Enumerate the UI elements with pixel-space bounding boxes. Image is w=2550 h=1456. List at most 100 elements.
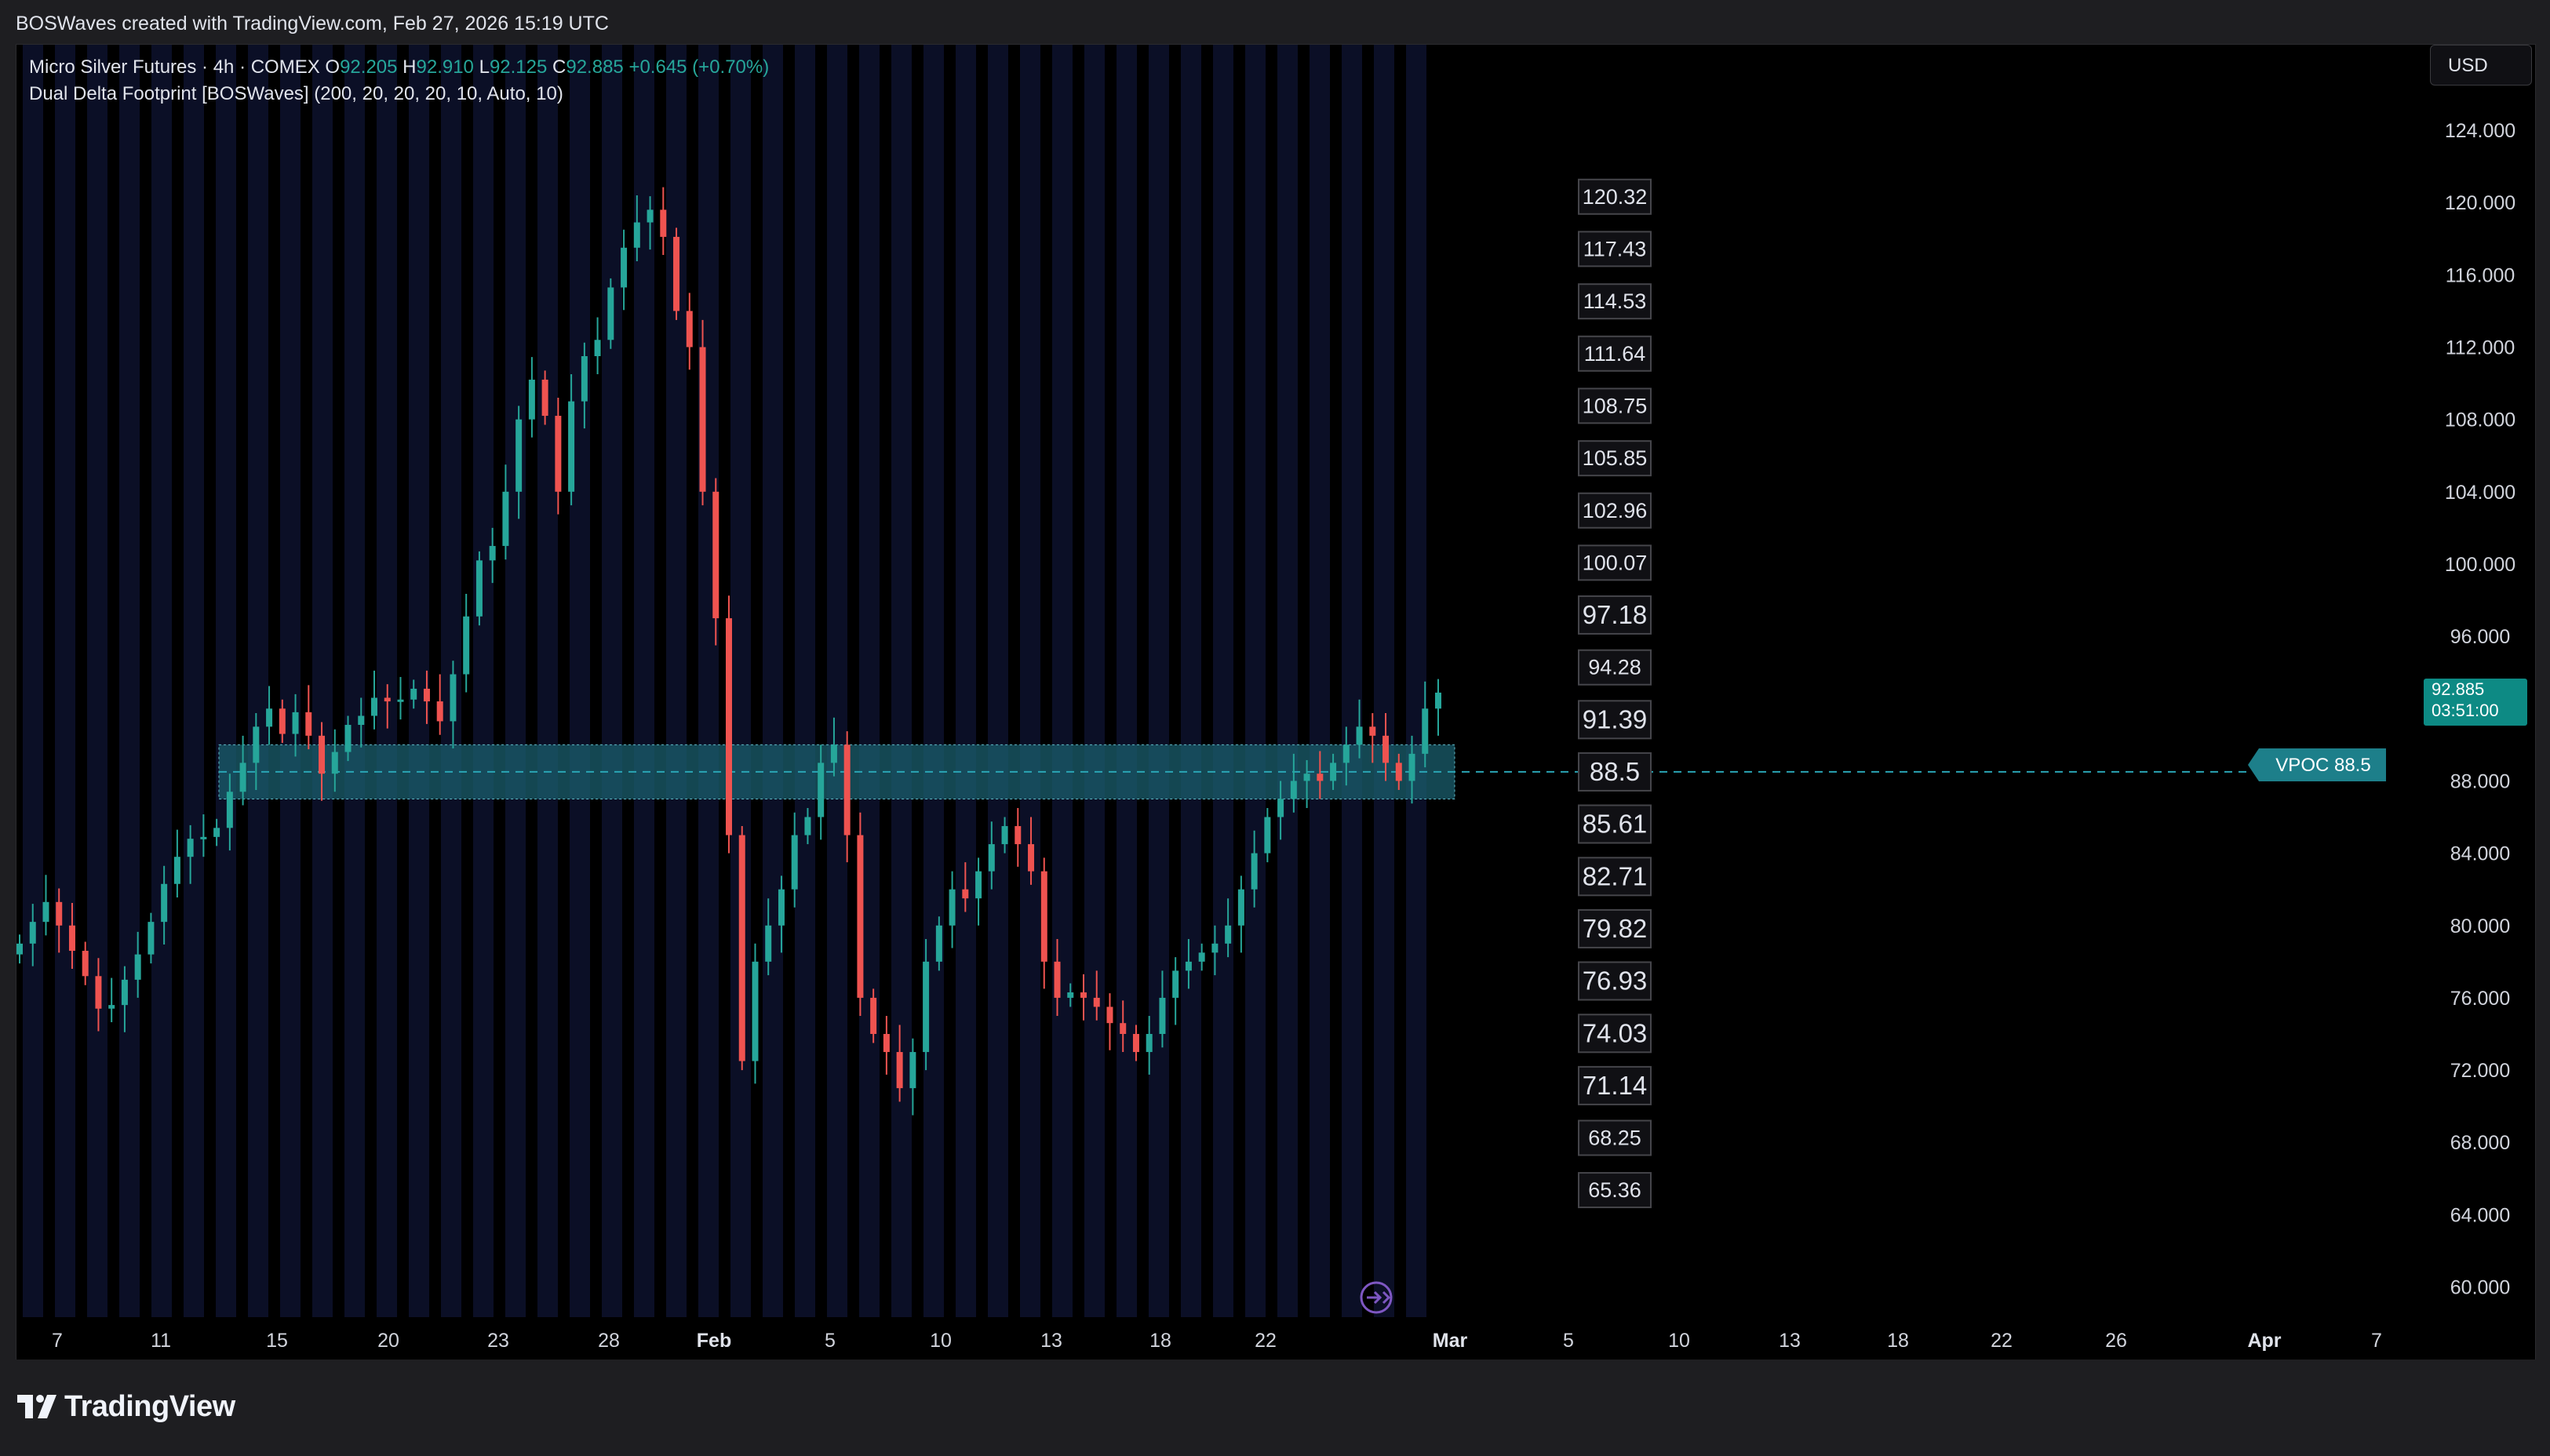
- candle-body: [1146, 1034, 1153, 1053]
- session-stripe: [570, 45, 590, 1317]
- candle-body: [1067, 992, 1074, 998]
- session-stripe: [1149, 45, 1169, 1317]
- volume-level-label: 82.71: [1583, 861, 1648, 890]
- candle-body: [1303, 774, 1310, 781]
- session-stripe: [216, 45, 236, 1317]
- candle-body: [1185, 961, 1192, 971]
- candle-body: [1054, 961, 1061, 998]
- volume-level-box: [1578, 595, 1652, 635]
- volume-level-label: 108.75: [1583, 394, 1648, 417]
- candle-body: [1120, 1023, 1127, 1034]
- y-axis-tick-label: 60.000: [2450, 1277, 2510, 1299]
- y-axis-tick-label: 64.000: [2450, 1204, 2510, 1226]
- session-stripe: [1052, 45, 1073, 1317]
- x-axis-tick-label: Mar: [1433, 1330, 1468, 1352]
- x-axis-tick-label: 11: [151, 1330, 171, 1352]
- session-stripe: [1020, 45, 1040, 1317]
- y-axis-tick-label: 84.000: [2450, 843, 2510, 865]
- session-stripe: [1310, 45, 1330, 1317]
- session-stripe: [280, 45, 301, 1317]
- candle-body: [344, 725, 352, 752]
- session-stripe: [248, 45, 268, 1317]
- candle-body: [371, 697, 377, 716]
- candle-body: [239, 763, 246, 792]
- candle-body: [843, 744, 851, 835]
- session-stripe: [1245, 45, 1266, 1317]
- session-stripe: [344, 45, 365, 1317]
- session-stripe: [409, 45, 429, 1317]
- low-label: L: [479, 56, 490, 78]
- session-stripe: [1084, 45, 1105, 1317]
- candle-body: [16, 943, 23, 955]
- y-axis-tick-label: 88.000: [2450, 770, 2510, 792]
- candle-body: [1040, 871, 1047, 962]
- volume-level-label: 71.14: [1583, 1071, 1648, 1100]
- high-value: 92.910: [416, 56, 474, 78]
- session-stripe: [119, 45, 140, 1317]
- brand-name: TradingView: [64, 1389, 235, 1423]
- last-price-tag: 92.885 03:51:00: [2424, 679, 2527, 726]
- volume-level-label: 117.43: [1583, 237, 1647, 260]
- x-axis-tick-label: 5: [1563, 1330, 1574, 1352]
- volume-level-box: [1578, 700, 1652, 740]
- indicator-line[interactable]: Dual Delta Footprint [BOSWaves] (200, 20…: [29, 83, 563, 104]
- candle-body: [161, 883, 168, 923]
- candle-body: [988, 844, 995, 872]
- session-stripe: [602, 45, 622, 1317]
- candle-body: [818, 763, 825, 817]
- candle-body: [253, 726, 260, 763]
- high-label: H: [403, 56, 417, 78]
- candle-body: [1330, 763, 1337, 781]
- candle-body: [621, 247, 628, 288]
- candle-body: [266, 708, 273, 727]
- candle-body: [923, 961, 930, 1053]
- session-stripe: [23, 45, 43, 1317]
- y-axis-tick-label: 96.000: [2450, 626, 2510, 648]
- candle-body: [475, 560, 483, 617]
- chart-frame[interactable]: 120.32 117.43 114.53 111.64 108.75 105.85 102.…: [16, 44, 2536, 1360]
- attribution-text: BOSWaves created with TradingView.com, F…: [16, 13, 609, 35]
- candle-body: [962, 889, 969, 899]
- candle-body: [463, 616, 470, 675]
- session-stripe: [87, 45, 107, 1317]
- x-axis-tick-label: 18: [1149, 1330, 1171, 1352]
- footer-bar: TradingView: [0, 1360, 2550, 1456]
- session-stripe: [151, 45, 172, 1317]
- volume-level-box: [1578, 1172, 1652, 1209]
- y-axis-tick-label: 108.000: [2445, 410, 2515, 431]
- volume-level-label: 88.5: [1590, 757, 1640, 786]
- tradingview-logo[interactable]: TradingView: [17, 1389, 235, 1423]
- candle-body: [410, 688, 417, 700]
- x-axis-tick-label: 20: [377, 1330, 399, 1352]
- candle-body: [200, 836, 207, 839]
- candle-body: [778, 889, 785, 926]
- candle-body: [568, 401, 575, 492]
- candle-body: [1422, 708, 1429, 754]
- volume-level-label: 79.82: [1583, 914, 1648, 943]
- price-chart[interactable]: 120.32 117.43 114.53 111.64 108.75 105.85 102.…: [16, 45, 2535, 1360]
- candle-body: [68, 925, 75, 952]
- candle-body: [909, 1052, 916, 1089]
- attribution-bar: BOSWaves created with TradingView.com, F…: [0, 0, 2550, 44]
- replay-icon[interactable]: [1360, 1281, 1393, 1314]
- candle-body: [712, 491, 719, 619]
- x-axis-tick-label: 7: [2371, 1330, 2382, 1352]
- session-stripe: [1117, 45, 1137, 1317]
- candle-body: [305, 712, 312, 736]
- candle-body: [489, 545, 496, 561]
- x-axis-tick-label: Feb: [697, 1330, 731, 1352]
- candle-body: [1080, 992, 1087, 998]
- session-stripe: [1181, 45, 1201, 1317]
- candle-body: [397, 699, 404, 702]
- candle-body: [1237, 889, 1244, 926]
- currency-button[interactable]: USD: [2430, 45, 2532, 86]
- candle-body: [883, 1034, 890, 1053]
- candle-body: [1290, 781, 1297, 799]
- candle-body: [830, 744, 837, 763]
- session-stripe: [730, 45, 751, 1317]
- candle-body: [647, 209, 654, 223]
- candle-body: [1172, 970, 1179, 998]
- volume-level-label: 100.07: [1583, 551, 1648, 574]
- change-value: +0.645 (+0.70%): [628, 56, 770, 78]
- volume-level-label: 97.18: [1583, 600, 1648, 629]
